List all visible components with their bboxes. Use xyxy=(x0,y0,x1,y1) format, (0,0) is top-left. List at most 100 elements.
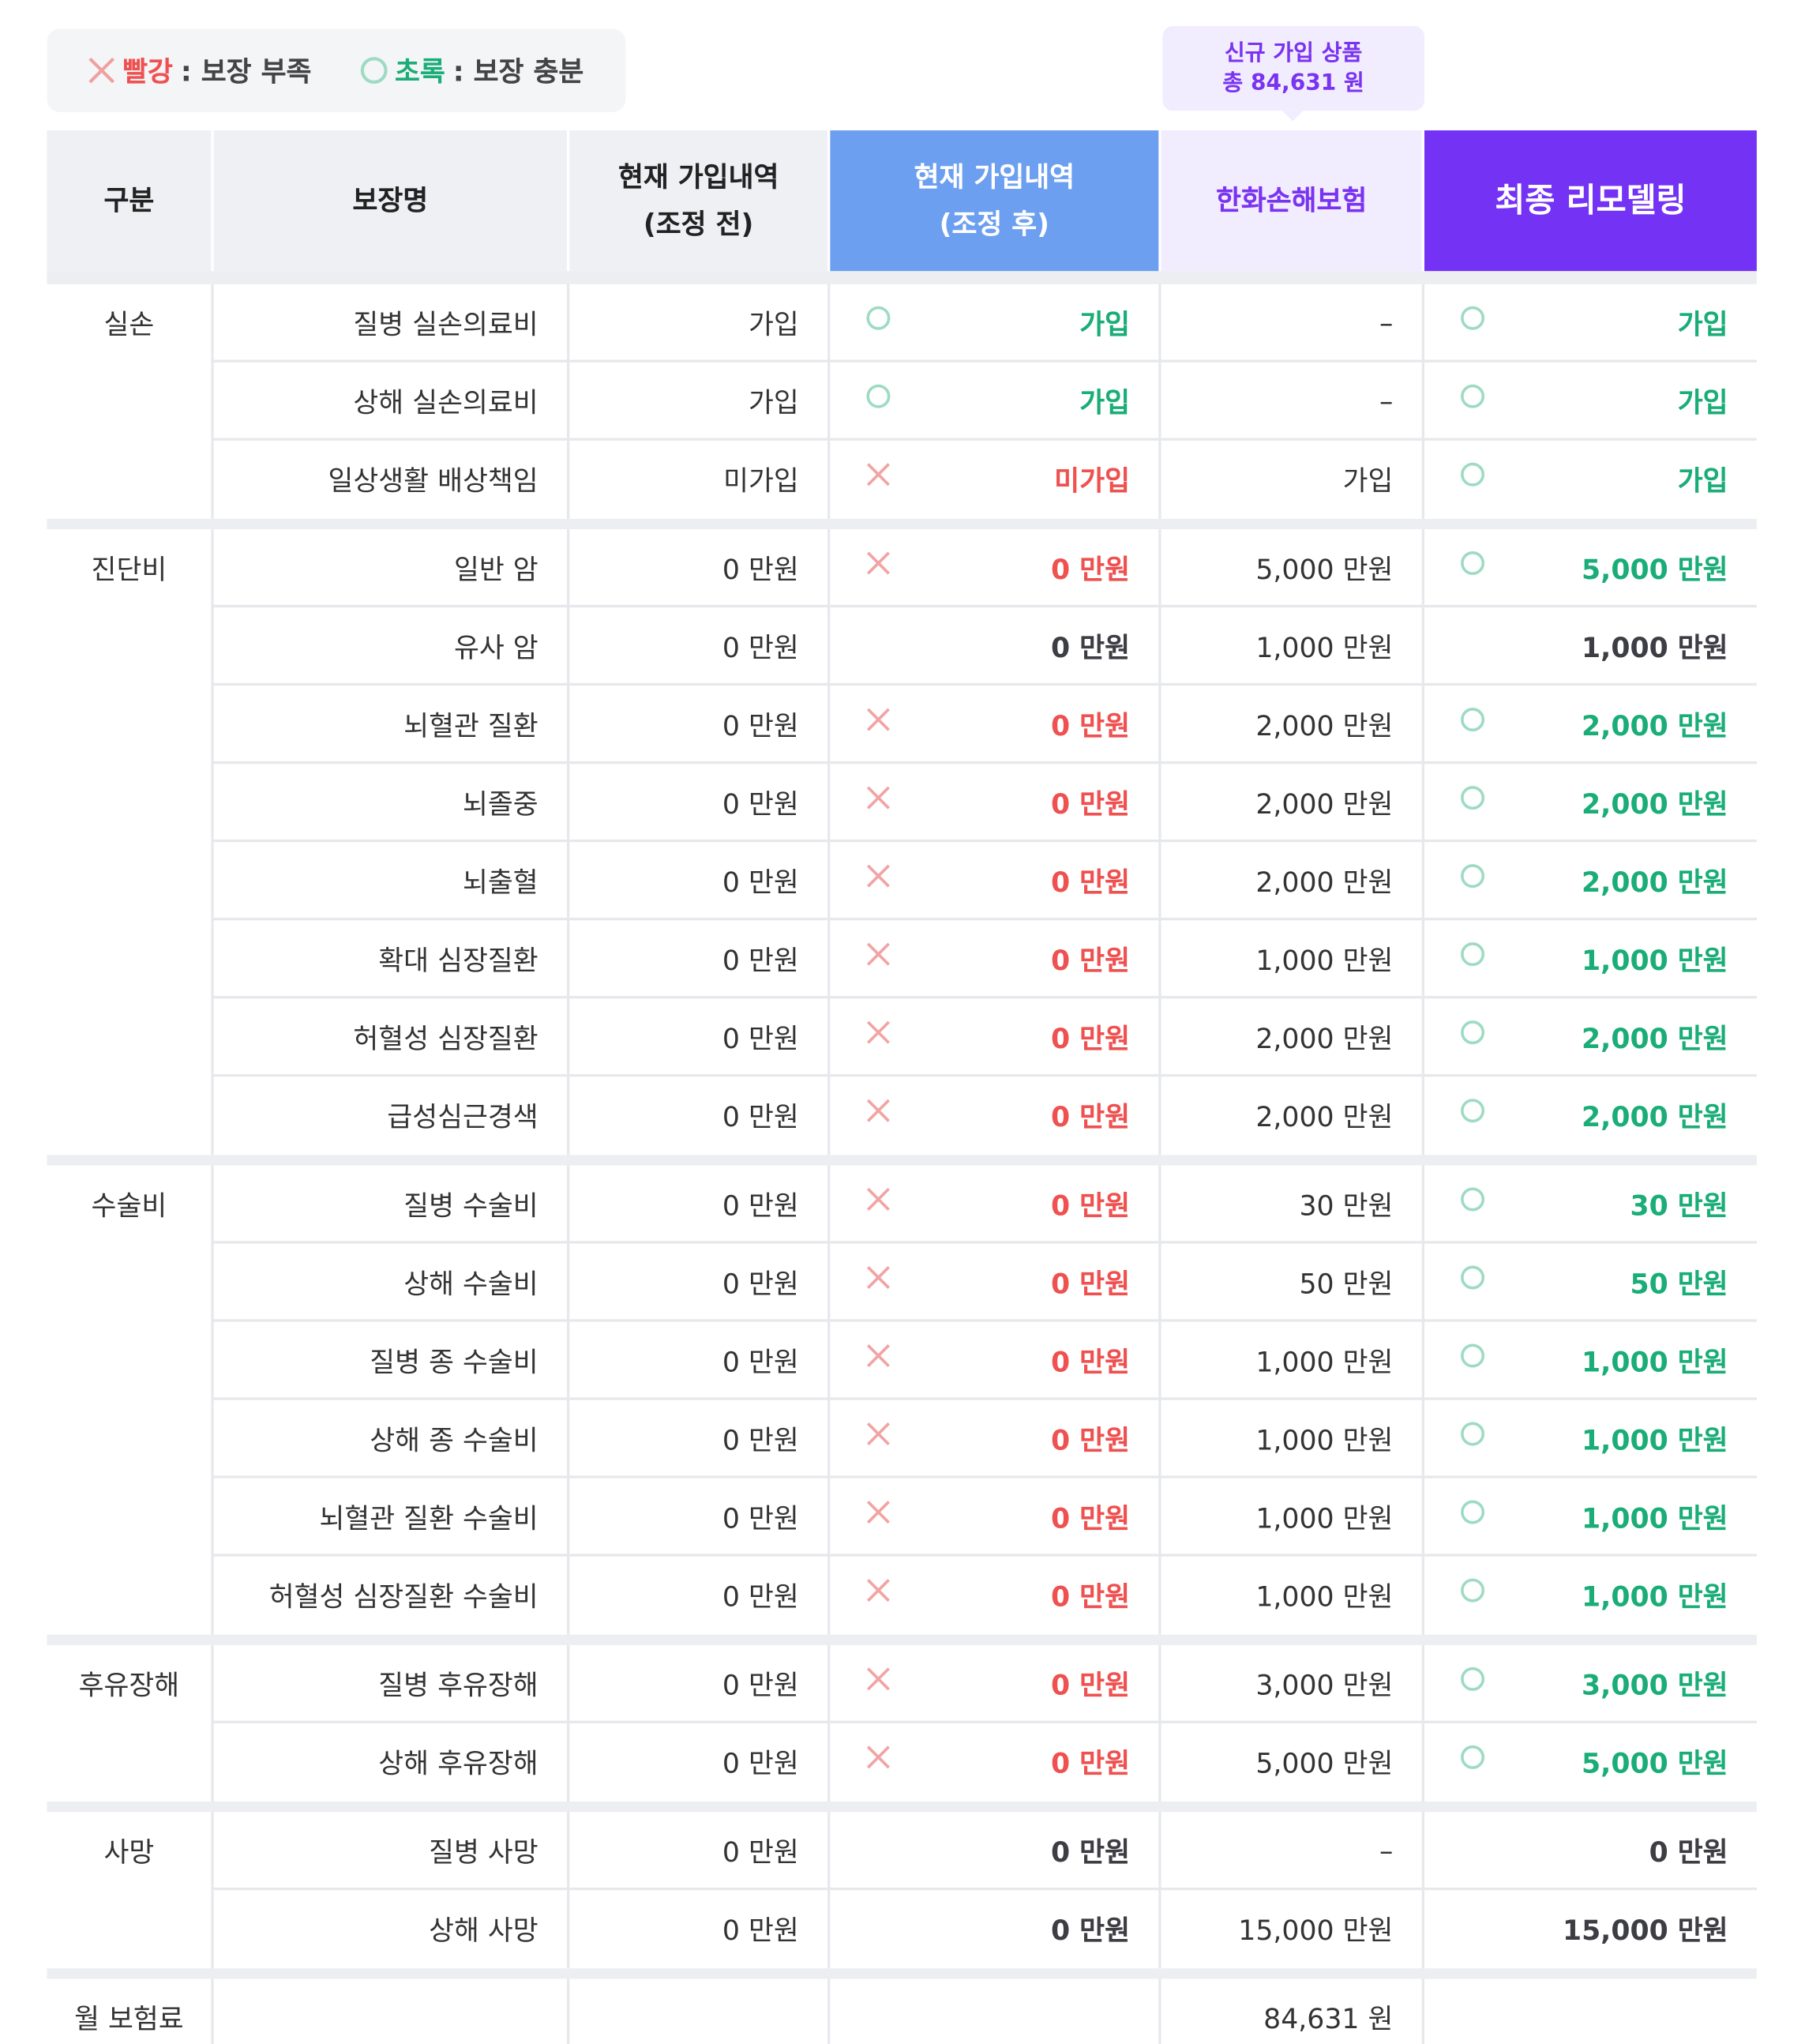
final-value: 1,000 만원 xyxy=(1582,1503,1728,1535)
column-divider xyxy=(1158,284,1161,519)
badge-line: 총 84,631 원 xyxy=(1222,70,1364,97)
footer-premium: 84,631 원 xyxy=(1263,2003,1394,2035)
column-header: 보장명 xyxy=(213,130,567,272)
hanwha-value: 2,000 만원 xyxy=(1255,866,1394,899)
sufficient-icon xyxy=(1461,1578,1485,1603)
group-separator xyxy=(47,1634,1757,1645)
column-divider xyxy=(1421,1812,1424,1969)
shortfall-icon xyxy=(866,1579,890,1603)
legend: 빨강 : 보장 부족 초록 : 보장 충분 xyxy=(47,28,626,112)
green-o-icon xyxy=(360,57,388,85)
row-divider xyxy=(211,761,1757,765)
coverage-name: 상해 사망 xyxy=(429,1914,538,1947)
column-divider xyxy=(827,1812,831,1969)
row-divider xyxy=(211,1554,1757,1557)
row-divider xyxy=(211,1074,1757,1077)
adjusted-value: 0 만원 xyxy=(1050,1581,1130,1613)
hanwha-value: 5,000 만원 xyxy=(1255,554,1394,586)
current-value: 0 만원 xyxy=(722,1101,799,1133)
column-divider xyxy=(1421,284,1424,519)
shortfall-icon xyxy=(866,1187,890,1211)
column-divider xyxy=(211,1165,214,1635)
adjusted-value: 0 만원 xyxy=(1050,945,1130,977)
sufficient-icon xyxy=(1461,1422,1485,1446)
current-value: 0 만원 xyxy=(722,1189,799,1222)
column-divider xyxy=(211,529,214,1155)
category: 수술비 xyxy=(91,1189,167,1222)
hanwha-value: 3,000 만원 xyxy=(1255,1670,1394,1701)
shortfall-icon xyxy=(866,786,890,810)
current-value: 0 만원 xyxy=(722,1023,799,1055)
column-divider xyxy=(827,1978,831,2044)
final-value: 2,000 만원 xyxy=(1582,1023,1728,1055)
coverage-name: 질병 후유장해 xyxy=(378,1670,538,1701)
current-value: 0 만원 xyxy=(722,1670,799,1701)
final-value: 1,000 만원 xyxy=(1582,945,1728,977)
sufficient-icon xyxy=(1461,708,1485,732)
final-value: 50 만원 xyxy=(1630,1268,1728,1300)
column-divider xyxy=(566,1978,570,2044)
red-x-icon xyxy=(88,57,115,84)
row-divider xyxy=(211,1887,1757,1891)
category: 사망 xyxy=(103,1836,155,1869)
final-value: 1,000 만원 xyxy=(1582,1581,1728,1613)
coverage-name: 뇌혈관 질환 xyxy=(403,710,538,742)
coverage-name: 유사 암 xyxy=(453,632,538,664)
current-value: 0 만원 xyxy=(722,945,799,977)
group-separator xyxy=(47,1155,1757,1166)
row-divider xyxy=(211,1720,1757,1723)
adjusted-value: 0 만원 xyxy=(1050,632,1130,664)
column-divider xyxy=(827,1165,831,1635)
row-divider xyxy=(211,839,1757,843)
row-divider xyxy=(211,1397,1757,1400)
current-value: 0 만원 xyxy=(722,710,799,742)
adjusted-value: 0 만원 xyxy=(1050,1023,1130,1055)
hanwha-value: 5,000 만원 xyxy=(1255,1748,1394,1779)
shortfall-icon xyxy=(866,1667,890,1691)
hanwha-value: 1,000 만원 xyxy=(1255,945,1394,977)
shortfall-icon xyxy=(866,1020,890,1044)
column-divider xyxy=(211,1978,214,2044)
current-value: 0 만원 xyxy=(722,1268,799,1300)
adjusted-value: 가입 xyxy=(1079,387,1130,419)
column-header: 현재 가입내역 (조정 전) xyxy=(569,130,828,272)
sufficient-icon xyxy=(1461,1265,1485,1290)
coverage-name: 상해 후유장해 xyxy=(378,1748,538,1779)
adjusted-value: 0 만원 xyxy=(1050,1503,1130,1535)
hanwha-value: – xyxy=(1379,1835,1394,1867)
row-divider xyxy=(211,604,1757,608)
column-divider xyxy=(566,529,570,1155)
shortfall-icon xyxy=(866,708,890,731)
shortfall-icon xyxy=(866,942,890,966)
adjusted-value: 0 만원 xyxy=(1050,1914,1130,1947)
row-divider xyxy=(211,1319,1757,1322)
badge-line: 신규 가입 상품 xyxy=(1224,40,1363,67)
hanwha-value: 2,000 만원 xyxy=(1255,1101,1394,1133)
group-separator xyxy=(47,1968,1757,1979)
hanwha-value: 1,000 만원 xyxy=(1255,632,1394,664)
current-value: 미가입 xyxy=(723,465,799,497)
row-divider xyxy=(211,1475,1757,1479)
adjusted-value: 0 만원 xyxy=(1050,1670,1130,1701)
hanwha-value: 50 만원 xyxy=(1299,1268,1394,1300)
sufficient-icon xyxy=(1461,1666,1485,1691)
coverage-name: 허혈성 심장질환 수술비 xyxy=(268,1581,538,1613)
group-separator xyxy=(47,518,1757,530)
final-value: 0 만원 xyxy=(1649,1836,1728,1869)
coverage-name: 뇌혈관 질환 수술비 xyxy=(319,1503,538,1535)
coverage-name: 뇌출혈 xyxy=(462,866,538,899)
row-divider xyxy=(211,917,1757,921)
coverage-name: 허혈성 심장질환 xyxy=(353,1023,538,1055)
current-value: 0 만원 xyxy=(722,1836,799,1869)
coverage-name: 질병 종 수술비 xyxy=(370,1346,538,1378)
category: 실손 xyxy=(103,309,155,340)
hanwha-value: 1,000 만원 xyxy=(1255,1581,1394,1613)
adjusted-value: 가입 xyxy=(1079,309,1130,340)
adjusted-value: 0 만원 xyxy=(1050,1748,1130,1779)
sufficient-icon xyxy=(1461,1099,1485,1123)
row-divider xyxy=(211,359,1757,363)
hanwha-value: 2,000 만원 xyxy=(1255,1023,1394,1055)
current-value: 0 만원 xyxy=(722,1346,799,1378)
